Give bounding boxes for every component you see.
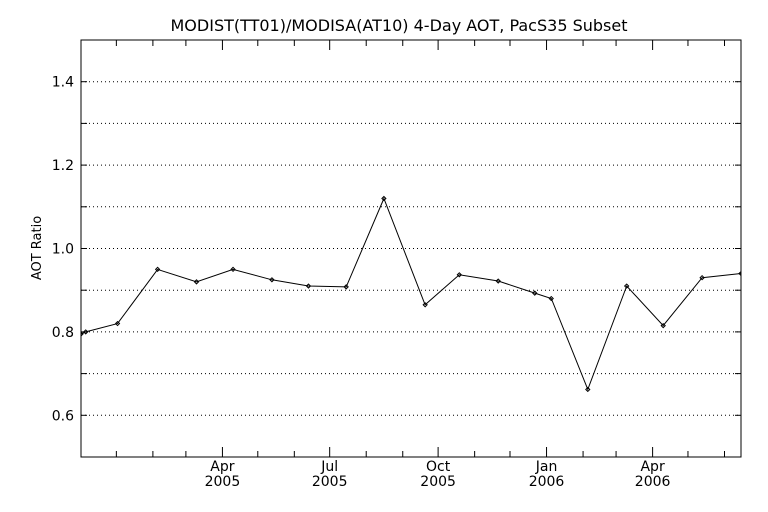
plot-frame bbox=[80, 39, 742, 458]
data-point bbox=[305, 283, 312, 289]
data-point bbox=[623, 283, 630, 289]
data-point bbox=[154, 266, 161, 273]
data-point bbox=[548, 295, 554, 302]
data-point bbox=[81, 331, 84, 337]
axis-ticks bbox=[81, 40, 741, 457]
y-tick-label: 1.2 bbox=[52, 158, 74, 174]
data-point bbox=[114, 320, 121, 327]
y-tick-label: 0.8 bbox=[52, 325, 74, 341]
data-point bbox=[660, 322, 666, 329]
data-point bbox=[422, 302, 428, 308]
tick-labels: 0.60.81.01.21.4Apr2005Jul2005Oct2005Jan2… bbox=[52, 75, 671, 490]
grid-lines bbox=[81, 81, 741, 416]
series-line bbox=[81, 197, 741, 391]
data-point bbox=[738, 270, 741, 277]
data-point bbox=[193, 279, 200, 285]
data-point bbox=[381, 195, 387, 202]
x-tick-label-year: 2006 bbox=[529, 474, 565, 490]
x-tick-label-month: Jul bbox=[320, 459, 338, 475]
x-tick-label-month: Oct bbox=[426, 459, 451, 475]
data-point bbox=[269, 277, 275, 283]
x-tick-label-month: Apr bbox=[210, 459, 234, 475]
x-tick-label-year: 2005 bbox=[205, 474, 241, 490]
data-point bbox=[495, 278, 501, 284]
data-point bbox=[456, 272, 463, 278]
x-tick-label-month: Jan bbox=[535, 459, 558, 475]
x-tick-label-year: 2005 bbox=[420, 474, 456, 490]
data-point bbox=[343, 284, 349, 290]
data-point bbox=[532, 290, 538, 296]
x-tick-label-year: 2006 bbox=[635, 474, 671, 490]
data-point bbox=[585, 386, 591, 393]
chart-title: MODIST(TT01)/MODISA(AT10) 4-Day AOT, Pac… bbox=[171, 16, 628, 35]
series-layer bbox=[81, 195, 741, 393]
x-tick-label-year: 2005 bbox=[312, 474, 348, 490]
y-axis-label: AOT Ratio bbox=[30, 216, 45, 280]
y-tick-label: 1.0 bbox=[52, 242, 74, 258]
y-tick-label: 0.6 bbox=[52, 408, 74, 424]
data-point bbox=[230, 266, 236, 273]
x-tick-label-month: Apr bbox=[640, 459, 664, 475]
data-point bbox=[83, 329, 89, 335]
y-tick-label: 1.4 bbox=[52, 75, 74, 91]
data-point bbox=[699, 274, 705, 281]
